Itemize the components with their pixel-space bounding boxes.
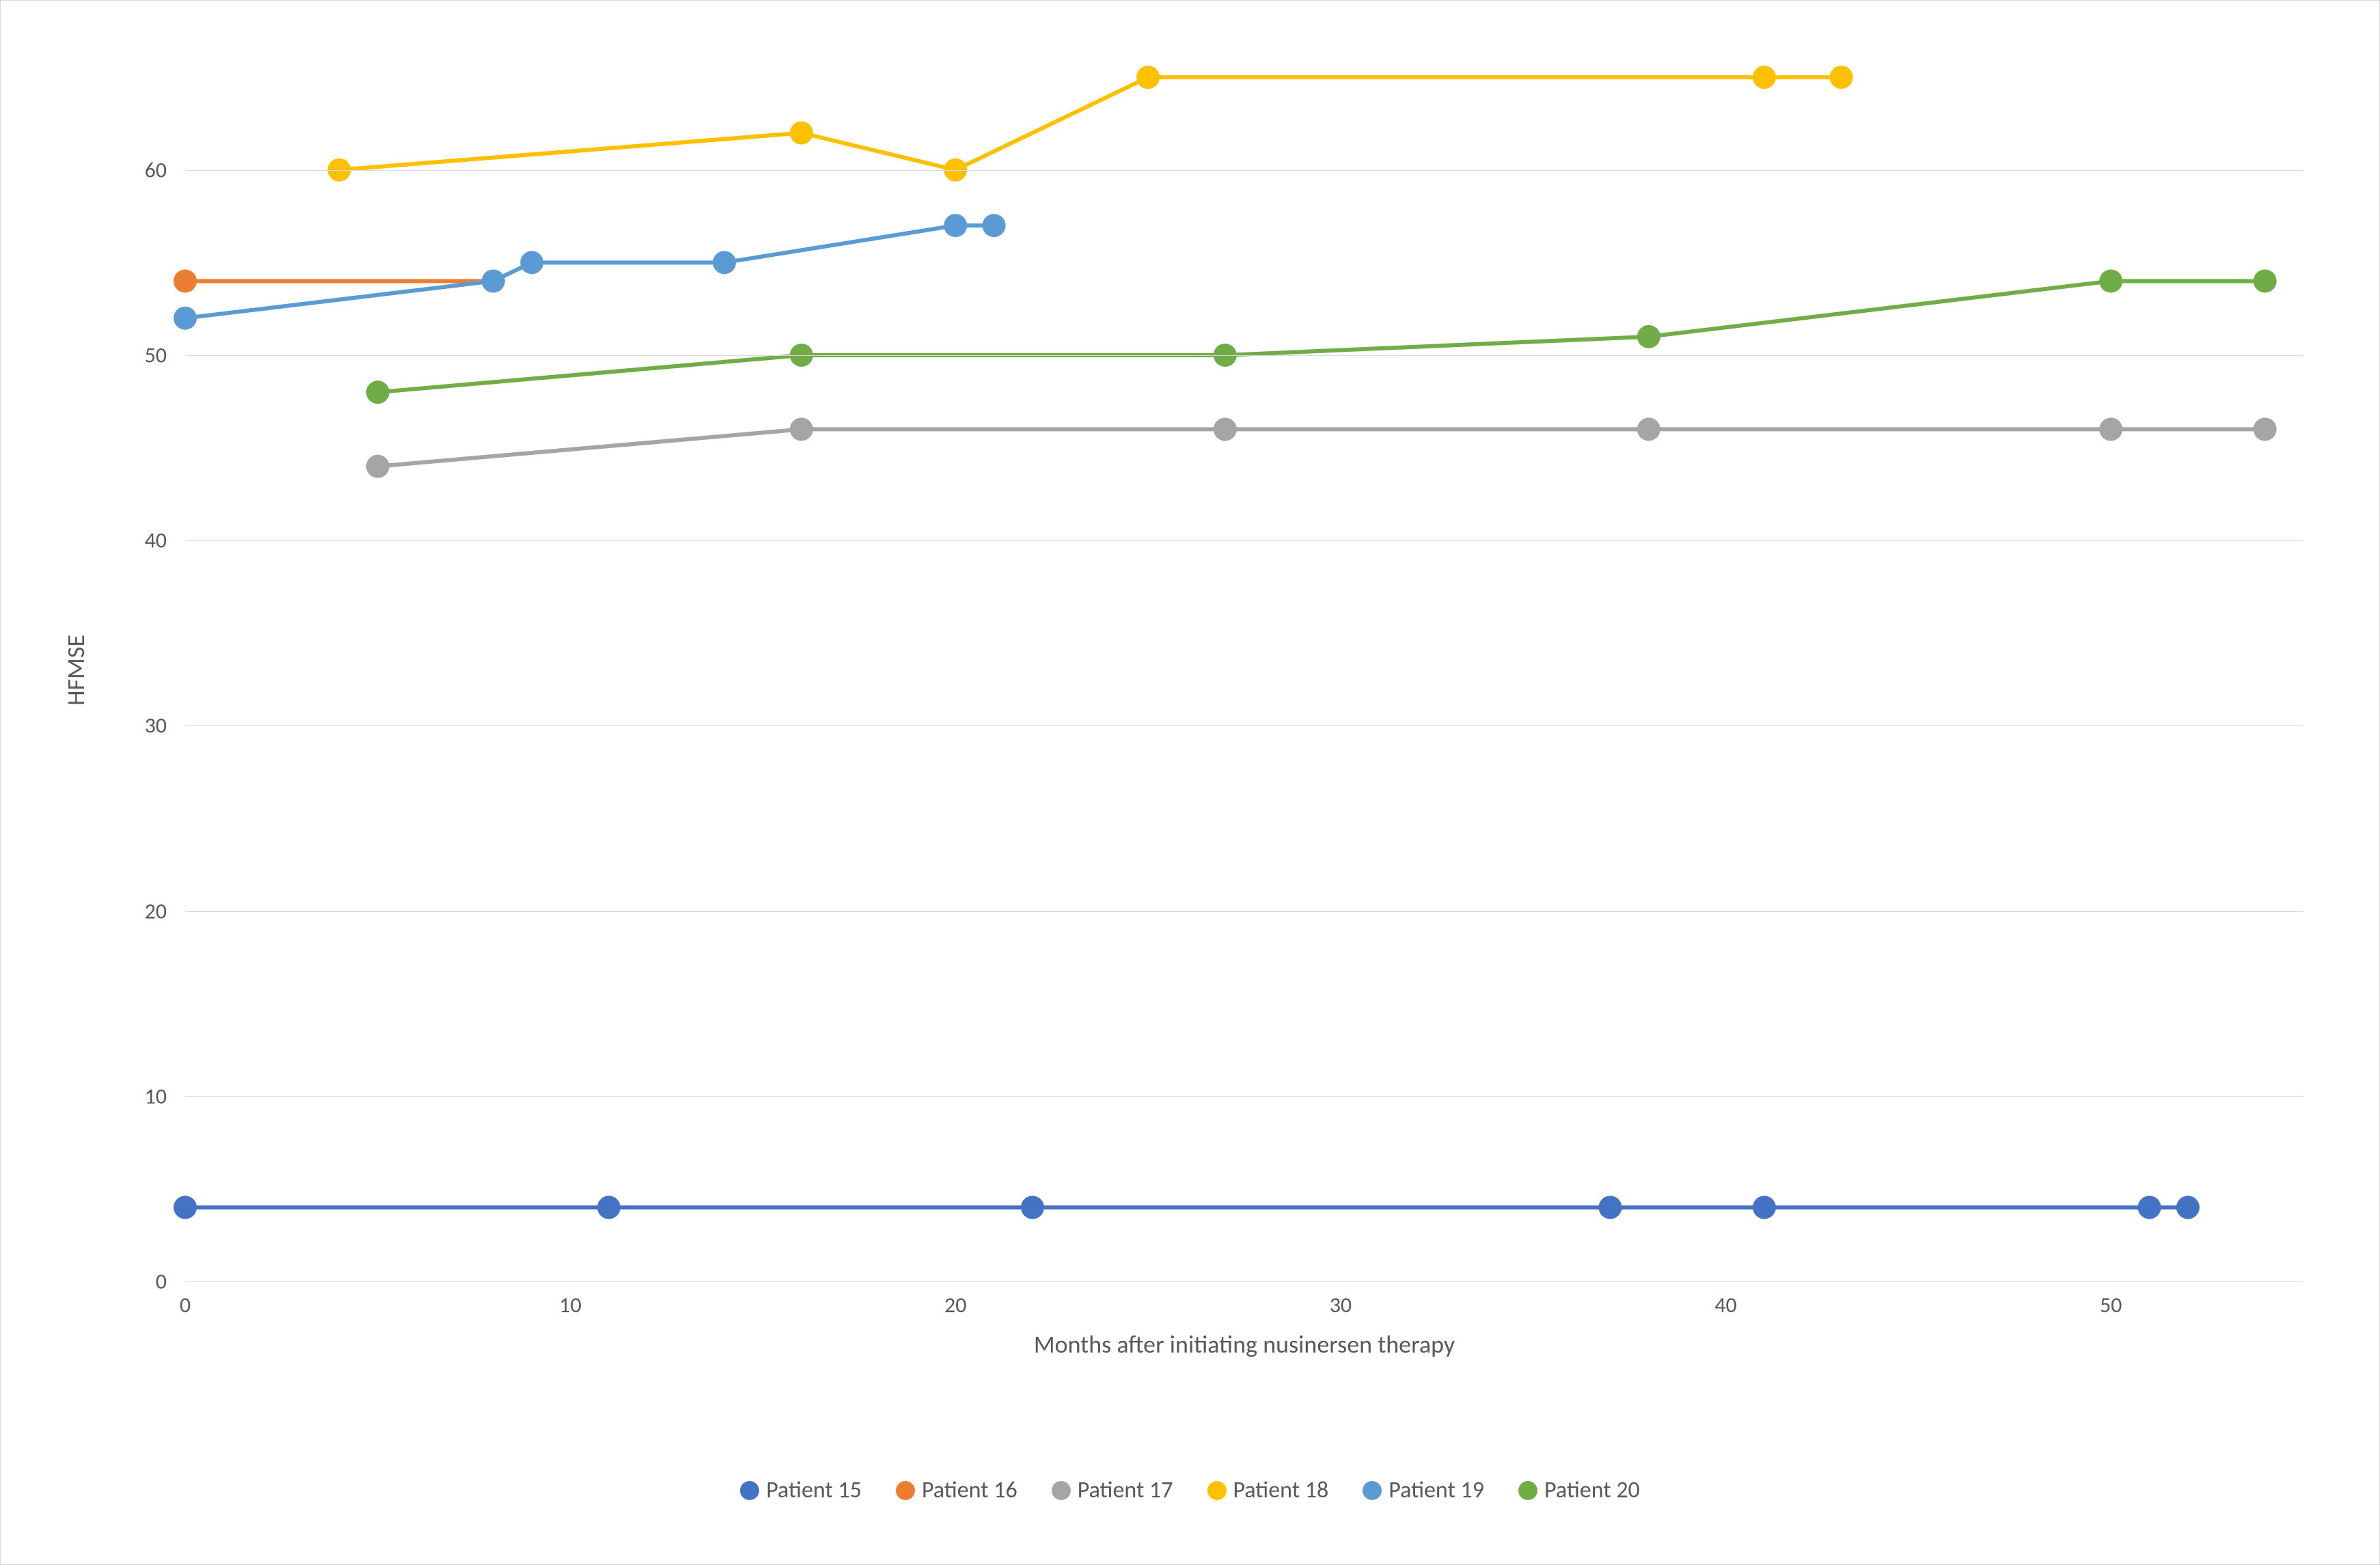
legend: Patient 15 Patient 16 Patient 17 Patient 18… [131,1476,2249,1504]
legend-item-patient-19: Patient 19 [1363,1476,1484,1504]
patient-18-marker [1830,66,1853,89]
patient-17-marker [2099,417,2122,441]
patient-15-marker [1598,1196,1622,1219]
legend-label: Patient 15 [766,1476,862,1504]
y-tick-label: 40 [145,527,167,554]
patient-19-marker [174,307,197,330]
legend-label: Patient 17 [1078,1476,1173,1504]
legend-marker-icon [1052,1481,1071,1500]
patient-20-marker [1637,325,1660,348]
x-tick-label: 20 [944,1292,966,1318]
legend-marker-icon [1207,1481,1227,1500]
y-tick-label: 60 [145,156,167,183]
y-tick-label: 50 [145,342,167,368]
legend-marker-icon [740,1481,759,1500]
patient-17-marker [1637,417,1660,441]
patient-16-marker [174,269,197,292]
y-axis-title: HFMSE [61,635,91,706]
patient-17-marker [790,417,813,441]
patient-15-marker [597,1196,620,1219]
y-tick-label: 0 [156,1269,167,1295]
patient-15-marker [174,1196,197,1219]
series-layer [185,59,2303,1282]
x-axis-title: Months after initiating nusinersen thera… [1034,1329,1455,1359]
patient-18-marker [790,121,813,144]
patient-19-line [185,225,994,318]
y-tick-label: 20 [145,898,167,924]
legend-label: Patient 18 [1233,1476,1329,1504]
y-tick-label: 10 [145,1083,167,1109]
patient-17-marker [1214,417,1237,441]
grid-line [185,911,2303,912]
patient-20-marker [366,380,389,404]
hfmse-chart: HFMSE Months after initiating nusinersen… [0,0,2380,1565]
grid-line [185,170,2303,171]
patient-18-marker [1753,66,1776,89]
x-tick-label: 50 [2100,1292,2122,1318]
grid-line [185,540,2303,541]
plot-area [185,59,2303,1282]
patient-17-line [378,429,2265,466]
legend-item-patient-18: Patient 18 [1207,1476,1329,1504]
x-tick-label: 30 [1330,1292,1352,1318]
grid-line [185,1096,2303,1097]
patient-18-line [339,77,1841,170]
y-tick-label: 30 [145,712,167,739]
patient-20-marker [2099,269,2122,292]
legend-marker-icon [1363,1481,1382,1500]
grid-line [185,355,2303,356]
grid-line [185,725,2303,726]
patient-19-marker [482,269,505,292]
legend-item-patient-16: Patient 16 [896,1476,1017,1504]
patient-19-marker [520,251,543,274]
legend-item-patient-17: Patient 17 [1052,1476,1173,1504]
legend-marker-icon [896,1481,915,1500]
legend-item-patient-15: Patient 15 [740,1476,862,1504]
x-tick-label: 10 [559,1292,581,1318]
patient-20-line [378,281,2265,392]
patient-17-marker [366,455,389,478]
patient-19-marker [983,214,1006,237]
patient-19-marker [944,214,967,237]
x-tick-label: 0 [180,1292,191,1318]
patient-15-marker [1021,1196,1044,1219]
legend-label: Patient 20 [1544,1476,1640,1504]
legend-item-patient-20: Patient 20 [1518,1476,1640,1504]
patient-15-marker [2176,1196,2200,1219]
legend-label: Patient 16 [922,1476,1017,1504]
patient-15-marker [1753,1196,1776,1219]
patient-19-marker [713,251,736,274]
legend-marker-icon [1518,1481,1537,1500]
legend-label: Patient 19 [1389,1476,1484,1504]
patient-17-marker [2254,417,2277,441]
patient-15-marker [2138,1196,2161,1219]
patient-20-marker [2254,269,2277,292]
x-tick-label: 40 [1714,1292,1736,1318]
patient-18-marker [1136,66,1160,89]
